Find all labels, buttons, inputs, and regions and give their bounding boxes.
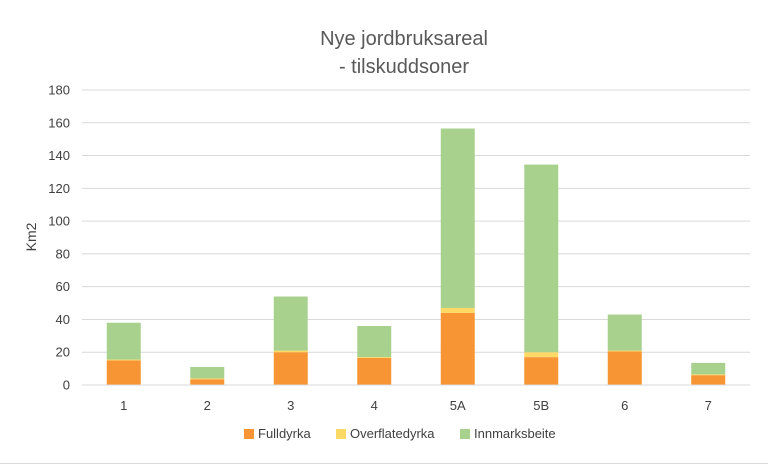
x-tick-label: 7 (705, 398, 712, 413)
y-tick-label: 80 (56, 246, 70, 261)
x-tick-label: 2 (204, 398, 211, 413)
bar-overflatedyrka-1 (106, 359, 141, 361)
legend-label: Innmarksbeite (474, 426, 556, 441)
y-axis-label: Km2 (23, 222, 39, 251)
bar-innmarksbeite-7 (691, 362, 726, 375)
bar-innmarksbeite-6 (607, 314, 642, 351)
x-tick-label: 5B (533, 398, 549, 413)
bar-fulldyrka-2 (190, 379, 225, 385)
y-tick-label: 20 (56, 345, 70, 360)
y-tick-label: 60 (56, 279, 70, 294)
y-tick-label: 40 (56, 312, 70, 327)
bar-fulldyrka-4 (357, 357, 392, 385)
bar-innmarksbeite-5a (440, 128, 475, 308)
y-tick-label: 180 (48, 83, 70, 98)
bar-overflatedyrka-2 (190, 378, 225, 380)
y-tick-label: 120 (48, 181, 70, 196)
y-axis-ticks: 0 20 40 60 80 100 120 140 160 180 (48, 83, 70, 393)
y-tick-label: 0 (63, 378, 70, 393)
x-tick-label: 6 (621, 398, 628, 413)
x-tick-label: 1 (120, 398, 127, 413)
bar-innmarksbeite-4 (357, 326, 392, 358)
x-tick-label: 3 (287, 398, 294, 413)
x-axis-ticks: 1 2 3 4 5A 5B 6 7 (120, 398, 712, 413)
x-tick-label: 5A (450, 398, 466, 413)
legend: Fulldyrka Overflatedyrka Innmarksbeite (244, 426, 556, 441)
chart-title-line-2: - tilskuddsoner (339, 56, 469, 78)
bar-overflatedyrka-5b (524, 352, 559, 358)
legend-swatch-fulldyrka (244, 429, 254, 439)
bar-fulldyrka-3 (273, 352, 308, 385)
bar-overflatedyrka-6 (607, 350, 642, 352)
chart-title-line-1: Nye jordbruksareal (320, 28, 488, 50)
y-tick-label: 100 (48, 214, 70, 229)
bar-fulldyrka-1 (106, 360, 141, 385)
bar-innmarksbeite-1 (106, 322, 141, 360)
bar-fulldyrka-5a (440, 312, 475, 385)
y-tick-label: 160 (48, 115, 70, 130)
bar-fulldyrka-7 (691, 375, 726, 385)
gridlines (82, 89, 750, 353)
bar-overflatedyrka-3 (273, 350, 308, 353)
legend-label: Fulldyrka (258, 426, 312, 441)
legend-label: Overflatedyrka (350, 426, 435, 441)
y-tick-label: 140 (48, 148, 70, 163)
bar-fulldyrka-6 (607, 351, 642, 385)
bar-innmarksbeite-5b (524, 164, 559, 353)
x-tick-label: 4 (371, 398, 378, 413)
legend-swatch-innmarksbeite (460, 429, 470, 439)
bar-innmarksbeite-3 (273, 296, 308, 351)
bar-fulldyrka-5b (524, 357, 559, 385)
bar-innmarksbeite-2 (190, 366, 225, 379)
bar-overflatedyrka-7 (691, 374, 726, 376)
bars (106, 128, 726, 385)
bar-overflatedyrka-5a (440, 307, 475, 313)
legend-swatch-overflatedyrka (336, 429, 346, 439)
bar-overflatedyrka-4 (357, 357, 392, 358)
